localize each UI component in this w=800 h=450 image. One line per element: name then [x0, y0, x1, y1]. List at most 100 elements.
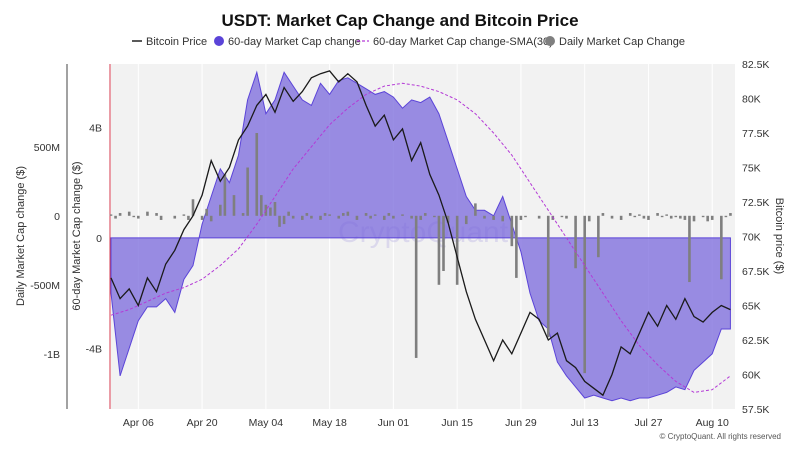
daily-change-bar-39	[355, 215, 359, 220]
daily-change-bar-88	[683, 215, 687, 220]
daily-change-bar-58	[483, 215, 486, 219]
daily-change-bar-44	[387, 213, 391, 216]
daily-change-bar-62	[515, 215, 518, 278]
bitcoin-price-line	[110, 70, 731, 397]
daily-change-bar-73	[597, 215, 600, 258]
x-tick-label-5: Jun 15	[441, 417, 473, 429]
right-tick-label-6: 67.5K	[742, 266, 769, 278]
daily-change-bar-61	[510, 215, 514, 247]
daily-change-bar-78	[633, 215, 637, 218]
daily-change-bar-33	[319, 215, 322, 220]
daily-change-bar-32	[310, 215, 313, 219]
right-tick-label-9: 60K	[742, 370, 761, 382]
daily-change-bar-22	[260, 195, 263, 216]
right-tick-label-4: 72.5K	[742, 197, 769, 209]
daily-change-bar-84	[665, 214, 668, 216]
daily-change-bar-3	[127, 211, 131, 216]
daily-change-bar-80	[642, 215, 646, 219]
daily-change-bar-12	[191, 199, 195, 216]
daily-change-bar-52	[437, 215, 441, 285]
daily-change-bar-1	[114, 215, 117, 219]
daily-change-bar-38	[346, 211, 350, 216]
daily-change-bar-29	[291, 215, 295, 219]
daily-change-bar-4	[132, 215, 136, 218]
left-outer-axis-label: Daily Market Cap change ($)	[15, 166, 27, 306]
market-cap-change-area-path	[110, 70, 731, 402]
market-cap-change-area	[110, 70, 731, 402]
daily-change-bar-9	[173, 215, 177, 219]
daily-change-bar-89	[688, 215, 691, 283]
right-tick-label-3: 75K	[742, 163, 761, 175]
left-outer-tick-label-1: 0	[54, 211, 60, 223]
daily-change-bar-37	[341, 213, 345, 216]
right-axis-label: Bitcoin price ($)	[773, 198, 785, 274]
daily-change-bar-30	[300, 215, 304, 220]
daily-change-bar-55	[455, 215, 459, 285]
daily-change-bar-43	[382, 215, 386, 220]
daily-change-bar-5	[137, 215, 140, 219]
daily-change-bar-28	[287, 211, 290, 216]
copyright-notice: © CryptoQuant. All rights reserved	[660, 432, 782, 441]
daily-change-bar-34	[323, 213, 327, 216]
legend-label-0: Bitcoin Price	[146, 36, 207, 48]
left-inner-axis-label: 60-day Market Cap change ($)	[71, 161, 83, 310]
daily-change-bar-54	[446, 215, 450, 223]
left-outer-tick-label-3: -1B	[44, 349, 60, 361]
x-tick-label-9: Aug 10	[696, 417, 729, 429]
right-ticks: 82.5K 80K 77.5K 75K 72.5K 70K 67.5K 65K 62.5K 60K…	[742, 59, 769, 416]
x-tick-label-8: Jul 27	[634, 417, 662, 429]
daily-change-bar-2	[118, 213, 122, 216]
legend-swatch-3	[545, 36, 555, 46]
legend-swatch-1	[214, 36, 224, 46]
daily-change-bar-10	[182, 214, 186, 216]
daily-change-bar-6	[146, 211, 149, 216]
legend-label-3: Daily Market Cap Change	[559, 36, 685, 48]
daily-change-bar-77	[628, 213, 632, 216]
daily-change-bar-50	[423, 213, 427, 216]
daily-change-bar-74	[601, 213, 605, 216]
x-tick-label-7: Jul 13	[571, 417, 599, 429]
daily-change-bar-42	[373, 214, 377, 216]
daily-change-bar-69	[565, 215, 568, 219]
daily-change-bar-31	[305, 213, 309, 216]
daily-change-bar-87	[679, 215, 682, 219]
daily-change-bar-92	[706, 215, 709, 222]
daily-change-bar-8	[159, 215, 163, 220]
daily-change-bar-76	[619, 215, 623, 220]
daily-change-bar-72	[587, 215, 591, 222]
right-tick-label-7: 65K	[742, 301, 761, 313]
daily-change-bar-86	[674, 215, 678, 218]
x-tick-label-4: Jun 01	[378, 417, 410, 429]
right-tick-label-1: 80K	[742, 94, 761, 106]
daily-change-bar-90	[692, 215, 696, 222]
legend-label-1: 60-day Market Cap change	[228, 36, 361, 48]
left-inner-tick-label-0: 4B	[89, 122, 102, 134]
daily-change-bar-71	[583, 215, 586, 374]
daily-change-bar-94	[720, 215, 723, 280]
left-inner-tick-label-1: 0	[96, 233, 102, 245]
legend: Bitcoin Price 60-day Market Cap change 60-…	[132, 36, 685, 48]
daily-change-bar-56	[464, 215, 468, 225]
daily-change-bar-47	[410, 215, 413, 219]
x-tick-label-3: May 18	[312, 417, 347, 429]
x-tick-label-2: May 04	[249, 417, 284, 429]
daily-change-bar-0	[109, 214, 113, 216]
daily-change-bar-70	[574, 215, 577, 269]
daily-change-bar-19	[241, 213, 245, 216]
daily-change-bar-27	[282, 215, 286, 225]
daily-change-bar-66	[546, 215, 550, 338]
daily-change-bar-20	[246, 167, 249, 216]
daily-change-bar-11	[187, 215, 190, 220]
daily-change-bar-40	[364, 213, 368, 216]
daily-change-bar-13	[200, 215, 204, 220]
right-tick-label-0: 82.5K	[742, 59, 769, 71]
left-outer-tick-label-2: -500M	[30, 280, 60, 292]
daily-change-bar-14	[205, 208, 208, 216]
right-tick-label-10: 57.5K	[742, 404, 769, 416]
daily-change-bar-15	[209, 215, 213, 222]
right-tick-label-8: 62.5K	[742, 335, 769, 347]
daily-market-cap-bars	[109, 133, 732, 374]
daily-change-bar-65	[537, 215, 541, 219]
left-inner-ticks: 4B 0 -4B	[86, 122, 103, 355]
